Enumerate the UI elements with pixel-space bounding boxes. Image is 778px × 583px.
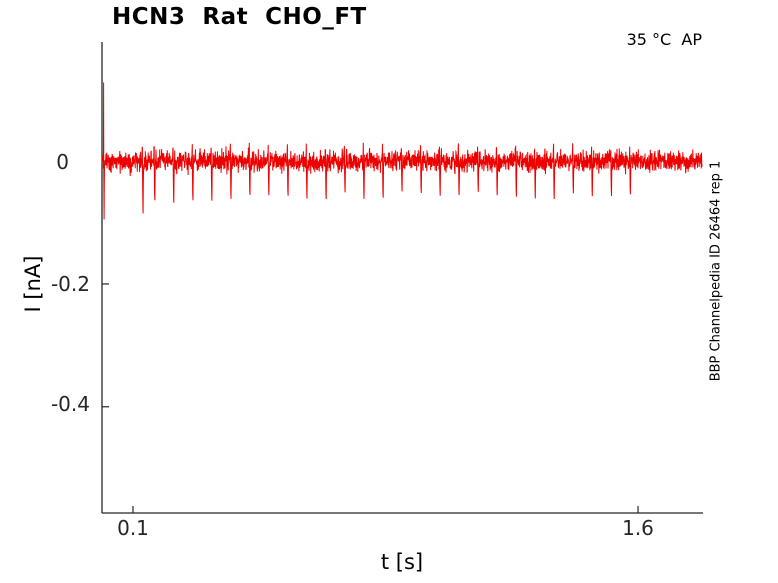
current-trace bbox=[101, 82, 703, 220]
x-axis-label: t [s] bbox=[380, 550, 424, 574]
chart-title: HCN3 Rat CHO_FT bbox=[112, 4, 367, 30]
temperature-protocol-annotation: 35 °C AP bbox=[626, 30, 702, 49]
x-tick-label-1p6: 1.6 bbox=[622, 516, 654, 540]
y-tick-label-neg0p4: -0.4 bbox=[50, 392, 90, 416]
x-tick-label-0p1: 0.1 bbox=[117, 516, 149, 540]
y-tick-label-0: 0 bbox=[56, 150, 69, 174]
y-tick-label-neg0p2: -0.2 bbox=[50, 272, 90, 296]
